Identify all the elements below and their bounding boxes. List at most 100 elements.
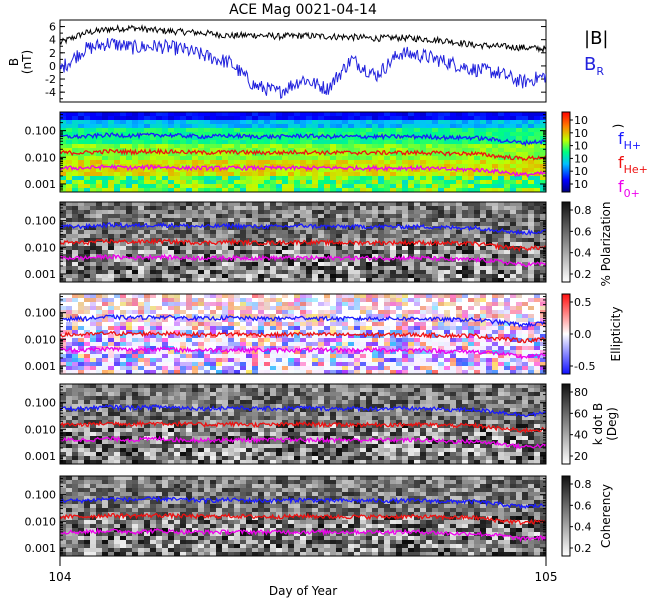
colorbar-title: Coherency [599, 484, 613, 548]
y-tick-label: 0.010 [25, 333, 57, 346]
frequency-line-f-heplus [60, 420, 546, 434]
spectrogram-panel-5: 0.100 0.010 0.001 0.8 0.6 0.4 0.2 [25, 475, 592, 557]
colorbar [561, 201, 571, 283]
frequency-line-f-oplus [60, 527, 546, 543]
frequency-line-f-heplus [60, 147, 546, 162]
frequency-line-f-oplus [60, 346, 546, 360]
figure-title: ACE Mag 0021-04-14 [229, 2, 377, 18]
legend-f-h: fH+ [618, 129, 641, 152]
spectrogram-cells [60, 476, 546, 556]
colorbar-tick-label: 80 [574, 386, 588, 399]
frequency-line-f-hplus [60, 495, 546, 510]
frequency-line-f-oplus [60, 163, 546, 178]
panel1-y-tick-label: 6 [49, 21, 56, 34]
panel1-y-tick-label: -2 [45, 73, 56, 86]
colorbar-tick-label: 20 [574, 450, 588, 463]
panel-frame [59, 293, 547, 375]
y-tick-label: 0.100 [25, 307, 57, 320]
y-tick-label: 0.010 [25, 241, 57, 254]
panel1-y-tick-label: 2 [49, 47, 56, 60]
legend-f-h-letter: f [618, 129, 624, 148]
legend-f-he: fHe+ [618, 153, 648, 176]
spectrogram-cells [60, 112, 546, 192]
colorbar-tick-label: 0.6 [574, 225, 592, 238]
x-tick-label-104: 104 [49, 570, 72, 584]
colorbar-tick-label: 0.6 [574, 499, 592, 512]
colorbar-title-kdotb: k dot B [591, 403, 605, 445]
x-axis-label: Day of Year [269, 584, 337, 598]
y-tick-label: 0.010 [25, 423, 57, 436]
colorbar [561, 475, 571, 557]
panel1-y-tick-label: 4 [49, 34, 56, 47]
spectrogram-panel-2: 0.100 0.010 0.001 0.8 0.6 0.4 0.2 [25, 201, 592, 283]
y-tick-label: 0.001 [25, 360, 57, 373]
colorbar-tick-label: 10 [574, 140, 588, 153]
colorbar-tick-label: 0.8 [574, 204, 592, 217]
colorbar-tick-label: 10 [574, 152, 588, 165]
y-tick-label: 0.001 [25, 268, 57, 281]
spectrogram-panel-3: 0.100 0.010 0.001 0.5 0.0 -0.5 [25, 293, 595, 375]
legend-f-o-subscript: 0+ [624, 187, 640, 200]
y-tick-label: 0.100 [25, 215, 57, 228]
frequency-line-f-heplus [60, 512, 546, 526]
panel1-y-tick-label: -4 [45, 86, 56, 99]
legend-b-r: BR [584, 54, 604, 78]
legend-b-total: |B| [584, 28, 608, 49]
panel-frame [59, 475, 547, 557]
colorbar-tick-label: 10 [574, 165, 588, 178]
frequency-line-f-hplus [60, 313, 546, 329]
frequency-line-f-hplus [60, 132, 546, 147]
colorbar-tick-label: 0.0 [574, 328, 592, 341]
colorbar [561, 111, 571, 193]
y-tick-label: 0.010 [25, 515, 57, 528]
colorbar-tick-label: 10 [574, 178, 588, 191]
legend-f-o: f0+ [618, 177, 640, 200]
colorbar-title-kdotb-unit: (Deg) [605, 407, 619, 441]
colorbar-tick-label: 60 [574, 407, 588, 420]
frequency-line-f-oplus [60, 435, 546, 450]
y-tick-label: 0.010 [25, 151, 57, 164]
spectrogram-cells [60, 202, 546, 282]
colorbar-tick-label: 0.5 [574, 296, 592, 309]
panel-frame [59, 111, 547, 193]
y-tick-label: 0.001 [25, 178, 57, 191]
frequency-line-f-hplus [60, 404, 546, 418]
panel1-ylabel-b: B [7, 58, 21, 66]
colorbar-tick-label: 0.8 [574, 478, 592, 491]
colorbar-tick-label: 0.4 [574, 247, 592, 260]
legend-b-r-letter: B [584, 54, 596, 75]
panel1-ylabel-unit: (nT) [20, 50, 34, 74]
y-tick-label: 0.100 [25, 397, 57, 410]
colorbar-title: % Polarization [599, 202, 613, 287]
frequency-line-f-heplus [60, 237, 546, 253]
spectral-panels: 0.1000.0100.0011010101010100.1000.0100.0… [25, 111, 625, 557]
legend-f-o-letter: f [618, 177, 624, 196]
colorbar-tick-label: 10 [574, 127, 588, 140]
colorbar [561, 383, 571, 465]
colorbar-tick-label: -0.5 [574, 360, 595, 373]
frequency-line-f-oplus [60, 253, 546, 268]
series-line-b-r [60, 38, 546, 99]
y-tick-label: 0.100 [25, 489, 57, 502]
x-tick-label-105: 105 [535, 570, 558, 584]
colorbar-title: ) [611, 124, 625, 129]
spectrogram-cells [60, 384, 546, 464]
colorbar-tick-label: 10 [574, 114, 588, 127]
frequency-line-f-hplus [60, 221, 546, 236]
y-tick-label: 0.001 [25, 542, 57, 555]
legend-f-he-subscript: He+ [624, 163, 648, 176]
colorbar-tick-label: 0.2 [574, 542, 592, 555]
y-tick-label: 0.100 [25, 125, 57, 138]
spectrogram-cells [60, 294, 546, 374]
colorbar-tick-label: 0.4 [574, 521, 592, 534]
spectrogram-panel-4: 0.100 0.010 0.001 80 60 40 20 [25, 383, 588, 465]
panel-frame [59, 383, 547, 465]
legend-f-he-letter: f [618, 153, 624, 172]
panel1-y-tick-label: 0 [49, 60, 56, 73]
colorbar-tick-label: 0.2 [574, 268, 592, 281]
panel-frame [59, 201, 547, 283]
series-line-b-total [60, 23, 546, 54]
